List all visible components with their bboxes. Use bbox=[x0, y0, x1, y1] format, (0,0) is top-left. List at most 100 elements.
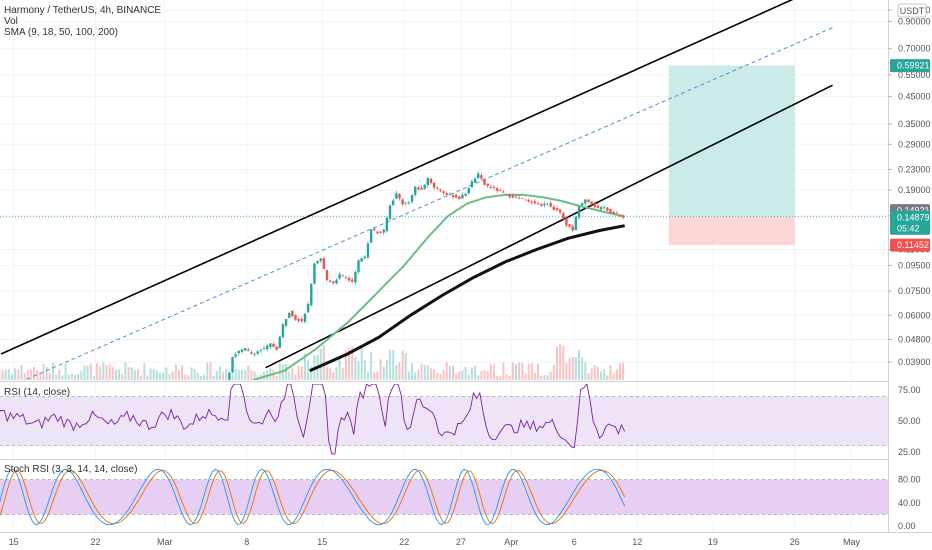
candle-body bbox=[502, 191, 505, 193]
candle-body bbox=[442, 191, 445, 194]
time-tick-label: Mar bbox=[157, 537, 173, 547]
rsi-title: RSI (14, close) bbox=[4, 387, 70, 398]
volume-bar bbox=[568, 358, 571, 380]
volume-bar bbox=[448, 366, 451, 380]
candle-body bbox=[517, 197, 521, 199]
time-tick-label: May bbox=[843, 537, 861, 547]
stoch-rsi-panel[interactable]: Stoch RSI (3, 3, 14, 14, close) bbox=[0, 464, 888, 526]
candle-body bbox=[423, 184, 426, 190]
candle-body bbox=[237, 351, 241, 354]
currency-badge: USDT bbox=[897, 3, 927, 18]
price-tick-label: 0.90000 bbox=[898, 16, 931, 26]
volume-bar bbox=[140, 375, 143, 380]
volume-bar bbox=[600, 371, 603, 380]
candle-body bbox=[499, 190, 502, 192]
candle-body bbox=[297, 318, 300, 321]
candle-body bbox=[543, 203, 546, 206]
candle-body bbox=[615, 212, 619, 214]
candle-body bbox=[332, 281, 335, 284]
channel-lower-line[interactable] bbox=[265, 84, 833, 369]
channel-upper-line[interactable] bbox=[0, 0, 833, 355]
long-position-zone[interactable] bbox=[668, 65, 795, 246]
candle-body bbox=[492, 187, 496, 189]
volume-bar bbox=[584, 362, 587, 380]
volume-bar bbox=[168, 374, 171, 380]
volume-bar bbox=[206, 362, 209, 380]
candle-body bbox=[278, 336, 281, 348]
volume-bar bbox=[70, 373, 73, 380]
candle-body bbox=[461, 194, 464, 199]
candle-body bbox=[316, 260, 319, 264]
volume-bar bbox=[389, 349, 392, 380]
candle-body bbox=[451, 195, 455, 198]
candle-body bbox=[417, 187, 420, 190]
current-price-tag: 0.14879 05:42 bbox=[890, 210, 930, 235]
volume-bar bbox=[376, 371, 379, 380]
stoch-tick-label: 40.00 bbox=[898, 498, 921, 508]
volume-bar bbox=[285, 363, 288, 380]
candle-body bbox=[366, 243, 370, 258]
volume-bar bbox=[291, 368, 294, 380]
candle-body bbox=[540, 203, 543, 206]
volume-bar bbox=[143, 363, 146, 380]
volume-bar bbox=[231, 374, 234, 380]
time-tick-label: 6 bbox=[572, 537, 577, 547]
volume-bar bbox=[533, 372, 536, 380]
volume-bar bbox=[61, 375, 64, 380]
candle-body bbox=[590, 201, 593, 205]
channel-mid-line[interactable] bbox=[1, 27, 833, 391]
price-tick-label: 0.55000 bbox=[898, 70, 931, 80]
price-panel[interactable] bbox=[0, 0, 888, 408]
volume-bar bbox=[174, 364, 177, 380]
candle-body bbox=[470, 181, 474, 188]
candle-body bbox=[284, 318, 288, 326]
volume-bar bbox=[149, 368, 152, 380]
rsi-tick-label: 50.00 bbox=[898, 416, 921, 426]
volume-bar bbox=[118, 369, 121, 380]
volume-bar bbox=[218, 366, 221, 380]
price-tick-label: 0.09500 bbox=[898, 260, 931, 270]
candle-body bbox=[432, 182, 436, 188]
volume-bar bbox=[395, 364, 398, 380]
volume-bars bbox=[0, 344, 625, 380]
time-axis-ticks: 15 22 Mar 8 15 22 27 Apr 6 12 19 26 May bbox=[9, 537, 861, 547]
candle-body bbox=[565, 218, 568, 226]
volume-bar bbox=[196, 372, 199, 380]
price-tick-label: 0.23000 bbox=[898, 164, 931, 174]
candle-body bbox=[272, 343, 275, 347]
candle-body bbox=[483, 178, 486, 185]
candle-body bbox=[505, 193, 508, 195]
volume-bar bbox=[508, 375, 511, 380]
volume-bar bbox=[618, 363, 621, 380]
price-axis[interactable]: 1.000000.900000.700000.550000.450000.350… bbox=[888, 0, 931, 532]
candle-body bbox=[275, 346, 278, 350]
stoch-axis-ticks: 80.00 40.00 0.00 bbox=[898, 475, 921, 531]
candle-body bbox=[256, 351, 259, 354]
volume-bar bbox=[426, 365, 429, 380]
time-axis[interactable]: 15 22 Mar 8 15 22 27 Apr 6 12 19 26 May bbox=[0, 532, 932, 548]
volume-bar bbox=[64, 363, 67, 380]
volume-bar bbox=[455, 374, 458, 380]
volume-bar bbox=[470, 367, 473, 380]
volume-bar bbox=[357, 361, 360, 380]
candle-body bbox=[231, 356, 234, 373]
sma-label: SMA (9, 18, 50, 100, 200) bbox=[4, 27, 118, 38]
candle-body bbox=[511, 195, 515, 198]
bar-countdown: 05:42 bbox=[897, 224, 920, 234]
candle-body bbox=[335, 279, 338, 284]
volume-bar bbox=[612, 373, 615, 380]
candle-body bbox=[373, 228, 376, 231]
candles bbox=[228, 170, 625, 380]
time-tick-label: Apr bbox=[504, 537, 518, 547]
rsi-panel[interactable]: RSI (14, close) bbox=[0, 384, 888, 455]
volume-bar bbox=[518, 362, 521, 380]
candle-body bbox=[253, 353, 256, 355]
sma-price-value: 0.14921 bbox=[897, 206, 930, 216]
volume-bar bbox=[329, 368, 332, 380]
volume-bar bbox=[48, 372, 51, 380]
volume-bar bbox=[540, 375, 543, 380]
volume-bar bbox=[99, 366, 102, 380]
volume-bar bbox=[417, 369, 420, 380]
volume-bar bbox=[20, 365, 23, 380]
